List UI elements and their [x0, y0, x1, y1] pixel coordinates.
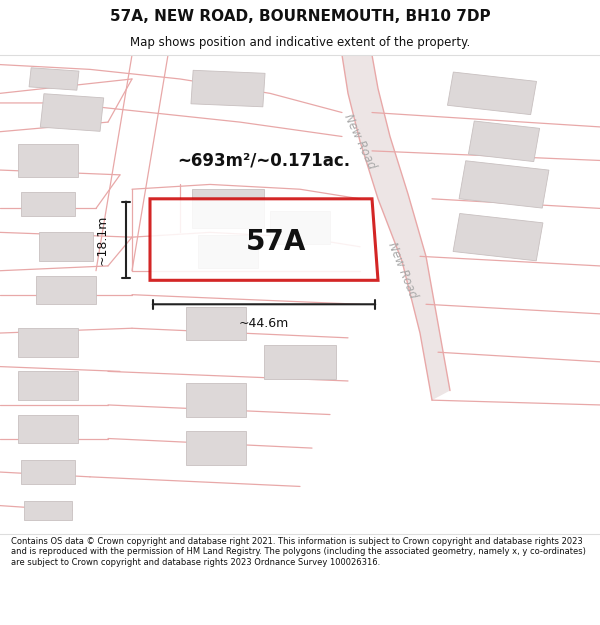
FancyBboxPatch shape — [21, 460, 75, 484]
Text: 57A: 57A — [246, 228, 306, 256]
FancyBboxPatch shape — [39, 232, 93, 261]
FancyBboxPatch shape — [18, 371, 78, 400]
FancyBboxPatch shape — [459, 161, 549, 208]
Text: ~44.6m: ~44.6m — [239, 317, 289, 330]
FancyBboxPatch shape — [469, 121, 539, 162]
Text: New Road: New Road — [341, 112, 379, 171]
FancyBboxPatch shape — [186, 431, 246, 465]
FancyBboxPatch shape — [448, 72, 536, 114]
Text: ~18.1m: ~18.1m — [95, 214, 109, 265]
FancyBboxPatch shape — [453, 214, 543, 261]
Text: 57A, NEW ROAD, BOURNEMOUTH, BH10 7DP: 57A, NEW ROAD, BOURNEMOUTH, BH10 7DP — [110, 9, 490, 24]
Text: New Road: New Road — [385, 241, 419, 301]
FancyBboxPatch shape — [186, 383, 246, 417]
FancyBboxPatch shape — [18, 414, 78, 443]
FancyBboxPatch shape — [18, 144, 78, 177]
FancyBboxPatch shape — [191, 70, 265, 107]
FancyBboxPatch shape — [264, 345, 336, 379]
FancyBboxPatch shape — [198, 235, 258, 268]
Text: ~693m²/~0.171ac.: ~693m²/~0.171ac. — [178, 151, 350, 169]
Text: Map shows position and indicative extent of the property.: Map shows position and indicative extent… — [130, 36, 470, 49]
Text: Contains OS data © Crown copyright and database right 2021. This information is : Contains OS data © Crown copyright and d… — [11, 537, 586, 567]
FancyBboxPatch shape — [40, 94, 104, 131]
FancyBboxPatch shape — [18, 328, 78, 357]
FancyBboxPatch shape — [192, 189, 264, 228]
FancyBboxPatch shape — [36, 276, 96, 304]
Polygon shape — [342, 55, 450, 400]
Polygon shape — [150, 199, 378, 280]
FancyBboxPatch shape — [24, 501, 72, 520]
FancyBboxPatch shape — [29, 68, 79, 90]
FancyBboxPatch shape — [270, 211, 330, 244]
FancyBboxPatch shape — [21, 192, 75, 216]
FancyBboxPatch shape — [186, 307, 246, 340]
